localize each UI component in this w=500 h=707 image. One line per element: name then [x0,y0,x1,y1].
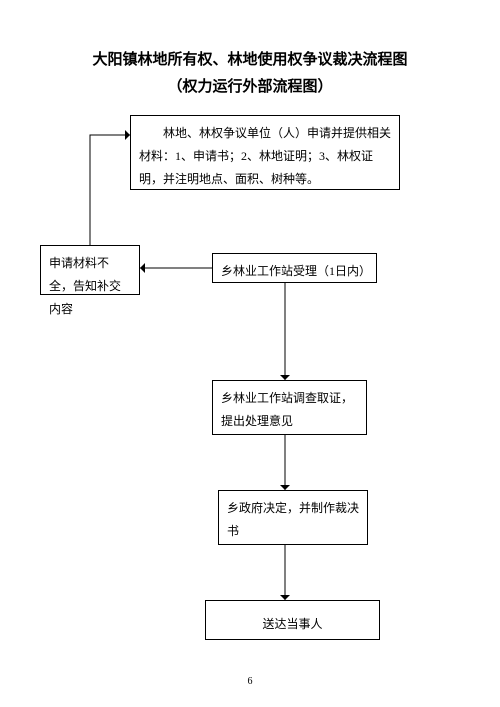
node-incomplete: 申请材料不全，告知补交内容 [40,245,140,295]
node-investigate: 乡林业工作站调查取证，提出处理意见 [212,380,367,435]
node-submit: 林地、林权争议单位（人）申请并提供相关材料：1、申请书；2、林地证明；3、林权证… [130,115,400,190]
arrowhead-1 [140,263,145,273]
edge-0 [90,135,130,245]
node-deliver: 送达当事人 [205,600,380,640]
flowchart-canvas: 林地、林权争议单位（人）申请并提供相关材料：1、申请书；2、林地证明；3、林权证… [0,0,500,707]
node-accept: 乡林业工作站受理（1日内） [212,253,377,283]
node-decide: 乡政府决定，并制作裁决书 [218,490,368,545]
page-number: 6 [0,676,500,687]
